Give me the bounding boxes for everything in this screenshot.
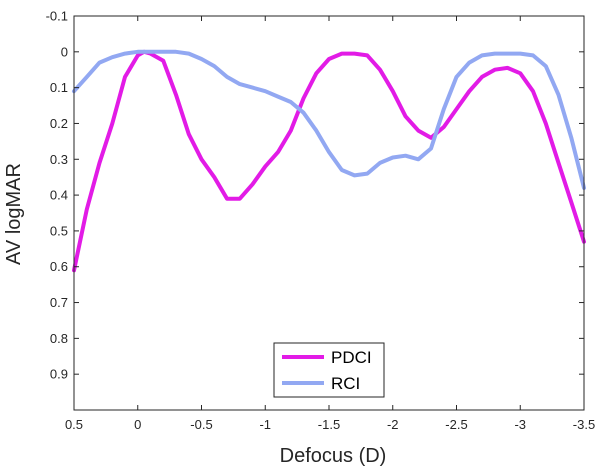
y-tick-label: 0.9 (50, 367, 68, 382)
series-line-rci (72, 49, 586, 190)
x-tick-label: -3.5 (573, 417, 595, 432)
y-tick-label: -0.1 (46, 9, 68, 24)
legend-label-pdci: PDCI (331, 348, 372, 367)
x-tick-label: -1 (259, 417, 271, 432)
x-axis-label: Defocus (D) (280, 445, 387, 467)
y-tick-label: 0.7 (50, 295, 68, 310)
legend-label-rci: RCI (331, 374, 360, 393)
tick-marks (73, 15, 585, 410)
legend: PDCI RCI (273, 342, 385, 398)
x-tick-label: -1.5 (318, 417, 340, 432)
y-tick-label: 0 (61, 44, 68, 59)
legend-box (273, 342, 385, 398)
y-tick-label: 0.2 (50, 116, 68, 131)
x-tick-label: 0.5 (65, 417, 83, 432)
x-tick-label: -3 (514, 417, 526, 432)
x-tick-label: -0.5 (190, 417, 212, 432)
x-tick-labels: 0.5 0 -0.5 -1 -1.5 -2 -2.5 -3 -3.5 (65, 417, 595, 432)
x-tick-label: 0 (134, 417, 141, 432)
x-tick-label: -2 (387, 417, 399, 432)
y-tick-label: 0.5 (50, 223, 68, 238)
y-tick-label: 0.4 (50, 188, 68, 203)
y-tick-label: 0.3 (50, 152, 68, 167)
y-tick-label: 0.6 (50, 259, 68, 274)
y-axis-label: AV logMAR (3, 163, 25, 265)
y-tick-label: 0.8 (50, 331, 68, 346)
y-tick-label: 0.1 (50, 80, 68, 95)
series-layer (72, 49, 586, 273)
y-tick-labels: -0.1 0 0.1 0.2 0.3 0.4 0.5 0.6 0.7 0.8 0.9 (46, 9, 68, 382)
x-tick-label: -2.5 (445, 417, 467, 432)
